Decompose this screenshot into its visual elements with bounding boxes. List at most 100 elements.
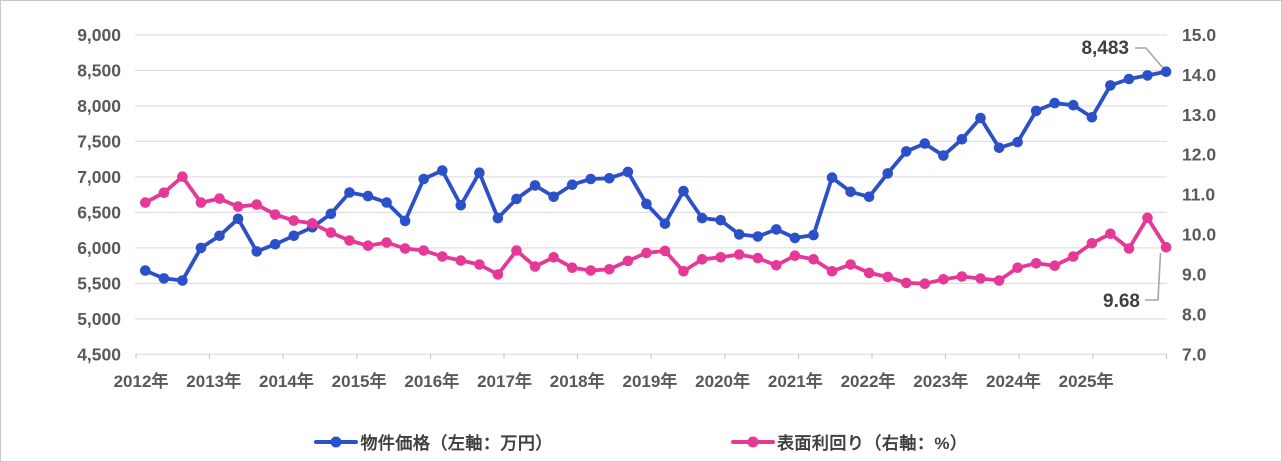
data-point: [214, 230, 225, 242]
x-axis-year-label: 2020年: [695, 371, 750, 391]
data-point: [919, 138, 931, 149]
data-point: [752, 252, 764, 264]
data-point: [1049, 260, 1060, 272]
data-point: [251, 246, 262, 257]
data-point: [177, 171, 188, 182]
data-point: [325, 208, 337, 220]
data-point: [678, 185, 689, 197]
data-point: [733, 229, 745, 240]
legend-item-price[interactable]: 物件価格（左軸：万円）: [314, 429, 553, 454]
left-axis-tick-label: 5,000: [77, 309, 121, 329]
data-point: [789, 250, 801, 261]
data-point: [548, 191, 559, 203]
x-axis-ticks: [135, 354, 1167, 359]
data-point: [1012, 262, 1023, 274]
data-point: [437, 251, 448, 262]
yield-annotation: 9.68: [1103, 252, 1162, 312]
price-series-marker: [314, 436, 359, 447]
data-point: [474, 167, 485, 178]
yield-series-line: [140, 171, 1172, 290]
data-point: [845, 186, 856, 198]
left-axis-tick-label: 9,000: [77, 25, 121, 45]
left-axis-tick-label: 6,500: [77, 202, 121, 222]
data-point: [492, 269, 504, 280]
data-point: [1086, 112, 1098, 123]
data-point: [140, 265, 151, 276]
data-point: [678, 266, 689, 277]
data-point: [882, 271, 893, 283]
data-point: [956, 271, 968, 282]
right-axis-tick-label: 11.0: [1182, 185, 1215, 205]
data-point: [696, 212, 708, 224]
data-point: [418, 245, 430, 256]
data-point: [1123, 73, 1135, 85]
data-point: [975, 112, 986, 124]
data-point: [863, 267, 875, 279]
data-point: [158, 187, 170, 198]
data-point: [1105, 80, 1116, 91]
data-point: [641, 198, 652, 210]
x-axis-year-label: 2023年: [913, 371, 968, 391]
legend-item-yield[interactable]: 表面利回り（右軸：%）: [730, 429, 968, 454]
right-axis-tick-label: 9.0: [1182, 264, 1207, 284]
data-point: [696, 253, 708, 265]
data-point: [288, 215, 300, 226]
data-point: [195, 197, 207, 208]
data-point: [140, 197, 151, 208]
data-point: [1123, 243, 1135, 254]
right-axis-tick-label: 13.0: [1182, 105, 1216, 125]
data-point: [771, 260, 782, 271]
data-point: [362, 190, 374, 202]
data-point: [863, 191, 875, 203]
data-point: [1160, 66, 1172, 77]
price-yield-chart: 9,000 8,500 8,000 7,500 7,000 6,500 6,000 5,500…: [77, 25, 1216, 391]
data-point: [845, 259, 856, 270]
data-point: [1068, 251, 1079, 262]
data-point: [585, 173, 596, 185]
price-annotation: 8,483: [1081, 38, 1164, 69]
price-series-label: 物件価格（左軸：万円）: [360, 434, 553, 453]
data-point: [1030, 105, 1042, 117]
data-point: [733, 249, 745, 260]
right-axis-tick-label: 14.0: [1182, 65, 1216, 85]
data-point: [622, 255, 634, 267]
gridlines: [135, 34, 1167, 355]
left-axis-tick-label: 7,000: [77, 167, 121, 187]
data-point: [437, 165, 448, 176]
data-point: [1160, 242, 1172, 253]
data-point: [529, 180, 541, 191]
data-point: [511, 193, 522, 205]
data-point: [455, 255, 467, 266]
data-point: [232, 201, 244, 212]
price-annotation-label: 8,483: [1081, 38, 1129, 59]
x-axis-year-label: 2015年: [332, 371, 387, 391]
data-point: [1012, 136, 1023, 148]
data-point: [771, 224, 782, 235]
yield-annotation-label: 9.68: [1103, 291, 1140, 312]
right-axis-labels: 15.0 14.0 13.0 12.0 11.0 10.0 9.0 8.0 7.0: [1182, 25, 1216, 364]
data-point: [288, 230, 300, 242]
data-point: [808, 229, 819, 241]
data-point: [993, 275, 1005, 286]
data-point: [826, 172, 838, 183]
data-point: [381, 197, 392, 208]
data-point: [158, 273, 170, 284]
data-point: [269, 209, 281, 220]
data-point: [1030, 258, 1042, 269]
data-point: [232, 213, 244, 225]
data-point: [492, 212, 504, 224]
data-point: [1142, 70, 1153, 81]
chart-legend: 物件価格（左軸：万円） 表面利回り（右軸：%）: [1, 429, 1281, 454]
yield-series-label: 表面利回り（右軸：%）: [776, 434, 968, 453]
data-point: [566, 262, 578, 274]
yield-series-marker: [730, 436, 775, 447]
data-point: [529, 261, 541, 272]
right-axis-tick-label: 10.0: [1182, 225, 1216, 245]
data-point: [659, 245, 671, 257]
x-axis-year-label: 2018年: [550, 371, 605, 391]
right-axis-tick-label: 8.0: [1182, 304, 1207, 324]
data-point: [975, 273, 986, 284]
data-point: [622, 166, 634, 178]
right-axis-tick-label: 15.0: [1182, 25, 1216, 45]
